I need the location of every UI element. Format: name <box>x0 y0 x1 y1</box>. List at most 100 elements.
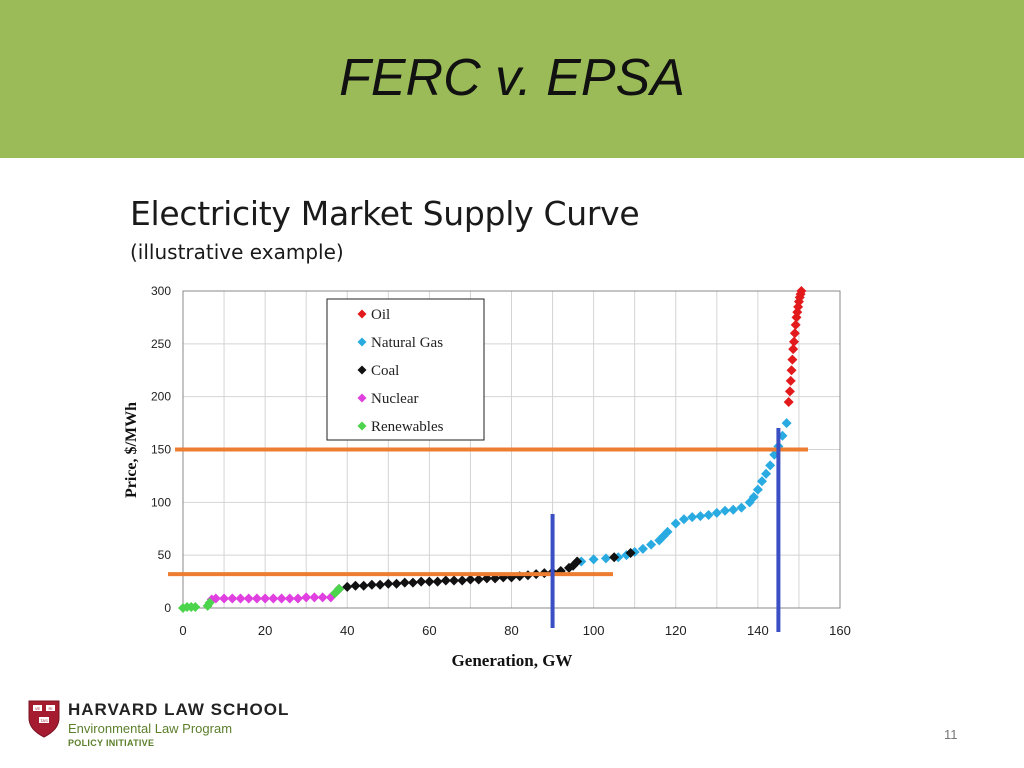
data-point <box>720 505 731 516</box>
x-tick-label: 60 <box>422 623 436 638</box>
data-point <box>796 286 807 296</box>
data-point <box>190 601 201 612</box>
legend-marker <box>357 393 367 403</box>
legend-label: Renewables <box>371 419 444 435</box>
data-point <box>588 554 599 565</box>
data-point <box>781 418 792 429</box>
data-point <box>243 593 254 604</box>
chart-marks <box>178 286 807 613</box>
legend-marker <box>357 337 367 347</box>
data-point <box>765 460 776 471</box>
x-tick-label: 40 <box>340 623 354 638</box>
x-axis-label: Generation, GW <box>452 651 573 670</box>
data-point <box>449 575 460 586</box>
y-tick-label: 150 <box>151 443 171 457</box>
data-point <box>609 552 620 563</box>
data-point <box>424 576 435 587</box>
data-point <box>219 593 230 604</box>
legend-label: Nuclear <box>371 391 418 407</box>
data-point <box>662 526 673 537</box>
legend-box <box>326 298 485 441</box>
data-point <box>235 593 246 604</box>
legend-marker <box>357 421 367 431</box>
chart-legend: Oil Natural Gas Coal Nuclear Renewables <box>326 298 485 441</box>
svg-text:TAS: TAS <box>40 718 48 723</box>
data-point <box>728 504 739 515</box>
x-tick-label: 160 <box>829 623 851 638</box>
y-tick-label: 0 <box>164 601 171 615</box>
data-point <box>752 484 763 495</box>
x-tick-label: 0 <box>179 623 186 638</box>
data-point <box>416 576 427 587</box>
data-point <box>399 577 410 588</box>
x-tick-label: 100 <box>583 623 605 638</box>
initiative-name: POLICY INITIATIVE <box>68 738 155 748</box>
legend-label: Natural Gas <box>371 335 443 351</box>
slide-title: FERC v. EPSA <box>339 49 685 107</box>
data-point <box>210 593 221 604</box>
data-point <box>785 375 796 386</box>
data-point <box>432 576 443 587</box>
chart-subnote: (illustrative example) <box>130 240 344 264</box>
data-point <box>227 593 238 604</box>
data-point <box>787 354 798 365</box>
data-point <box>383 578 394 589</box>
title-banner <box>0 0 1024 158</box>
y-tick-label: 200 <box>151 390 171 404</box>
data-point <box>678 514 689 525</box>
data-point <box>646 539 657 550</box>
svg-text:RI: RI <box>49 706 53 711</box>
data-point <box>756 476 767 487</box>
legend-marker <box>357 365 367 375</box>
data-point <box>670 518 681 529</box>
data-point <box>350 580 361 591</box>
program-name: Environmental Law Program <box>68 721 233 736</box>
data-point <box>375 579 386 590</box>
x-tick-label: 20 <box>258 623 272 638</box>
x-tick-label: 120 <box>665 623 687 638</box>
data-point <box>268 593 279 604</box>
data-point <box>391 578 402 589</box>
data-point <box>260 593 271 604</box>
series-natural-gas <box>576 418 792 567</box>
y-tick-label: 300 <box>151 284 171 298</box>
data-point <box>358 580 369 591</box>
data-point <box>284 593 295 604</box>
data-point <box>789 328 800 339</box>
data-point <box>251 593 262 604</box>
legend-label: Oil <box>371 307 390 323</box>
data-point <box>572 556 583 567</box>
data-point <box>301 592 312 603</box>
series-renewables <box>178 583 345 613</box>
page-number: 11 <box>944 727 958 742</box>
y-tick-label: 100 <box>151 495 171 509</box>
data-point <box>407 577 418 588</box>
data-point <box>788 344 799 355</box>
data-point <box>748 492 759 503</box>
y-axis-label: Price, $/MWh <box>123 402 140 498</box>
harvard-logo: VE RI TAS HARVARD LAW SCHOOL Environment… <box>28 700 328 752</box>
x-tick-label: 80 <box>504 623 518 638</box>
data-point <box>625 548 636 559</box>
svg-text:VE: VE <box>35 706 41 711</box>
data-point <box>465 574 476 585</box>
data-point <box>309 592 320 603</box>
data-point <box>695 511 706 522</box>
data-point <box>687 512 698 523</box>
data-point <box>473 574 484 585</box>
series-oil <box>783 286 807 407</box>
data-point <box>783 396 794 407</box>
series-nuclear <box>206 592 336 605</box>
data-point <box>334 583 345 594</box>
data-point <box>292 593 303 604</box>
data-point <box>703 510 714 521</box>
data-point <box>736 502 747 513</box>
y-tick-label: 250 <box>151 337 171 351</box>
data-point <box>204 597 215 608</box>
y-tick-label: 50 <box>158 548 172 562</box>
data-point <box>711 507 722 518</box>
data-point <box>784 386 795 397</box>
data-point <box>276 593 287 604</box>
data-point <box>457 575 468 586</box>
